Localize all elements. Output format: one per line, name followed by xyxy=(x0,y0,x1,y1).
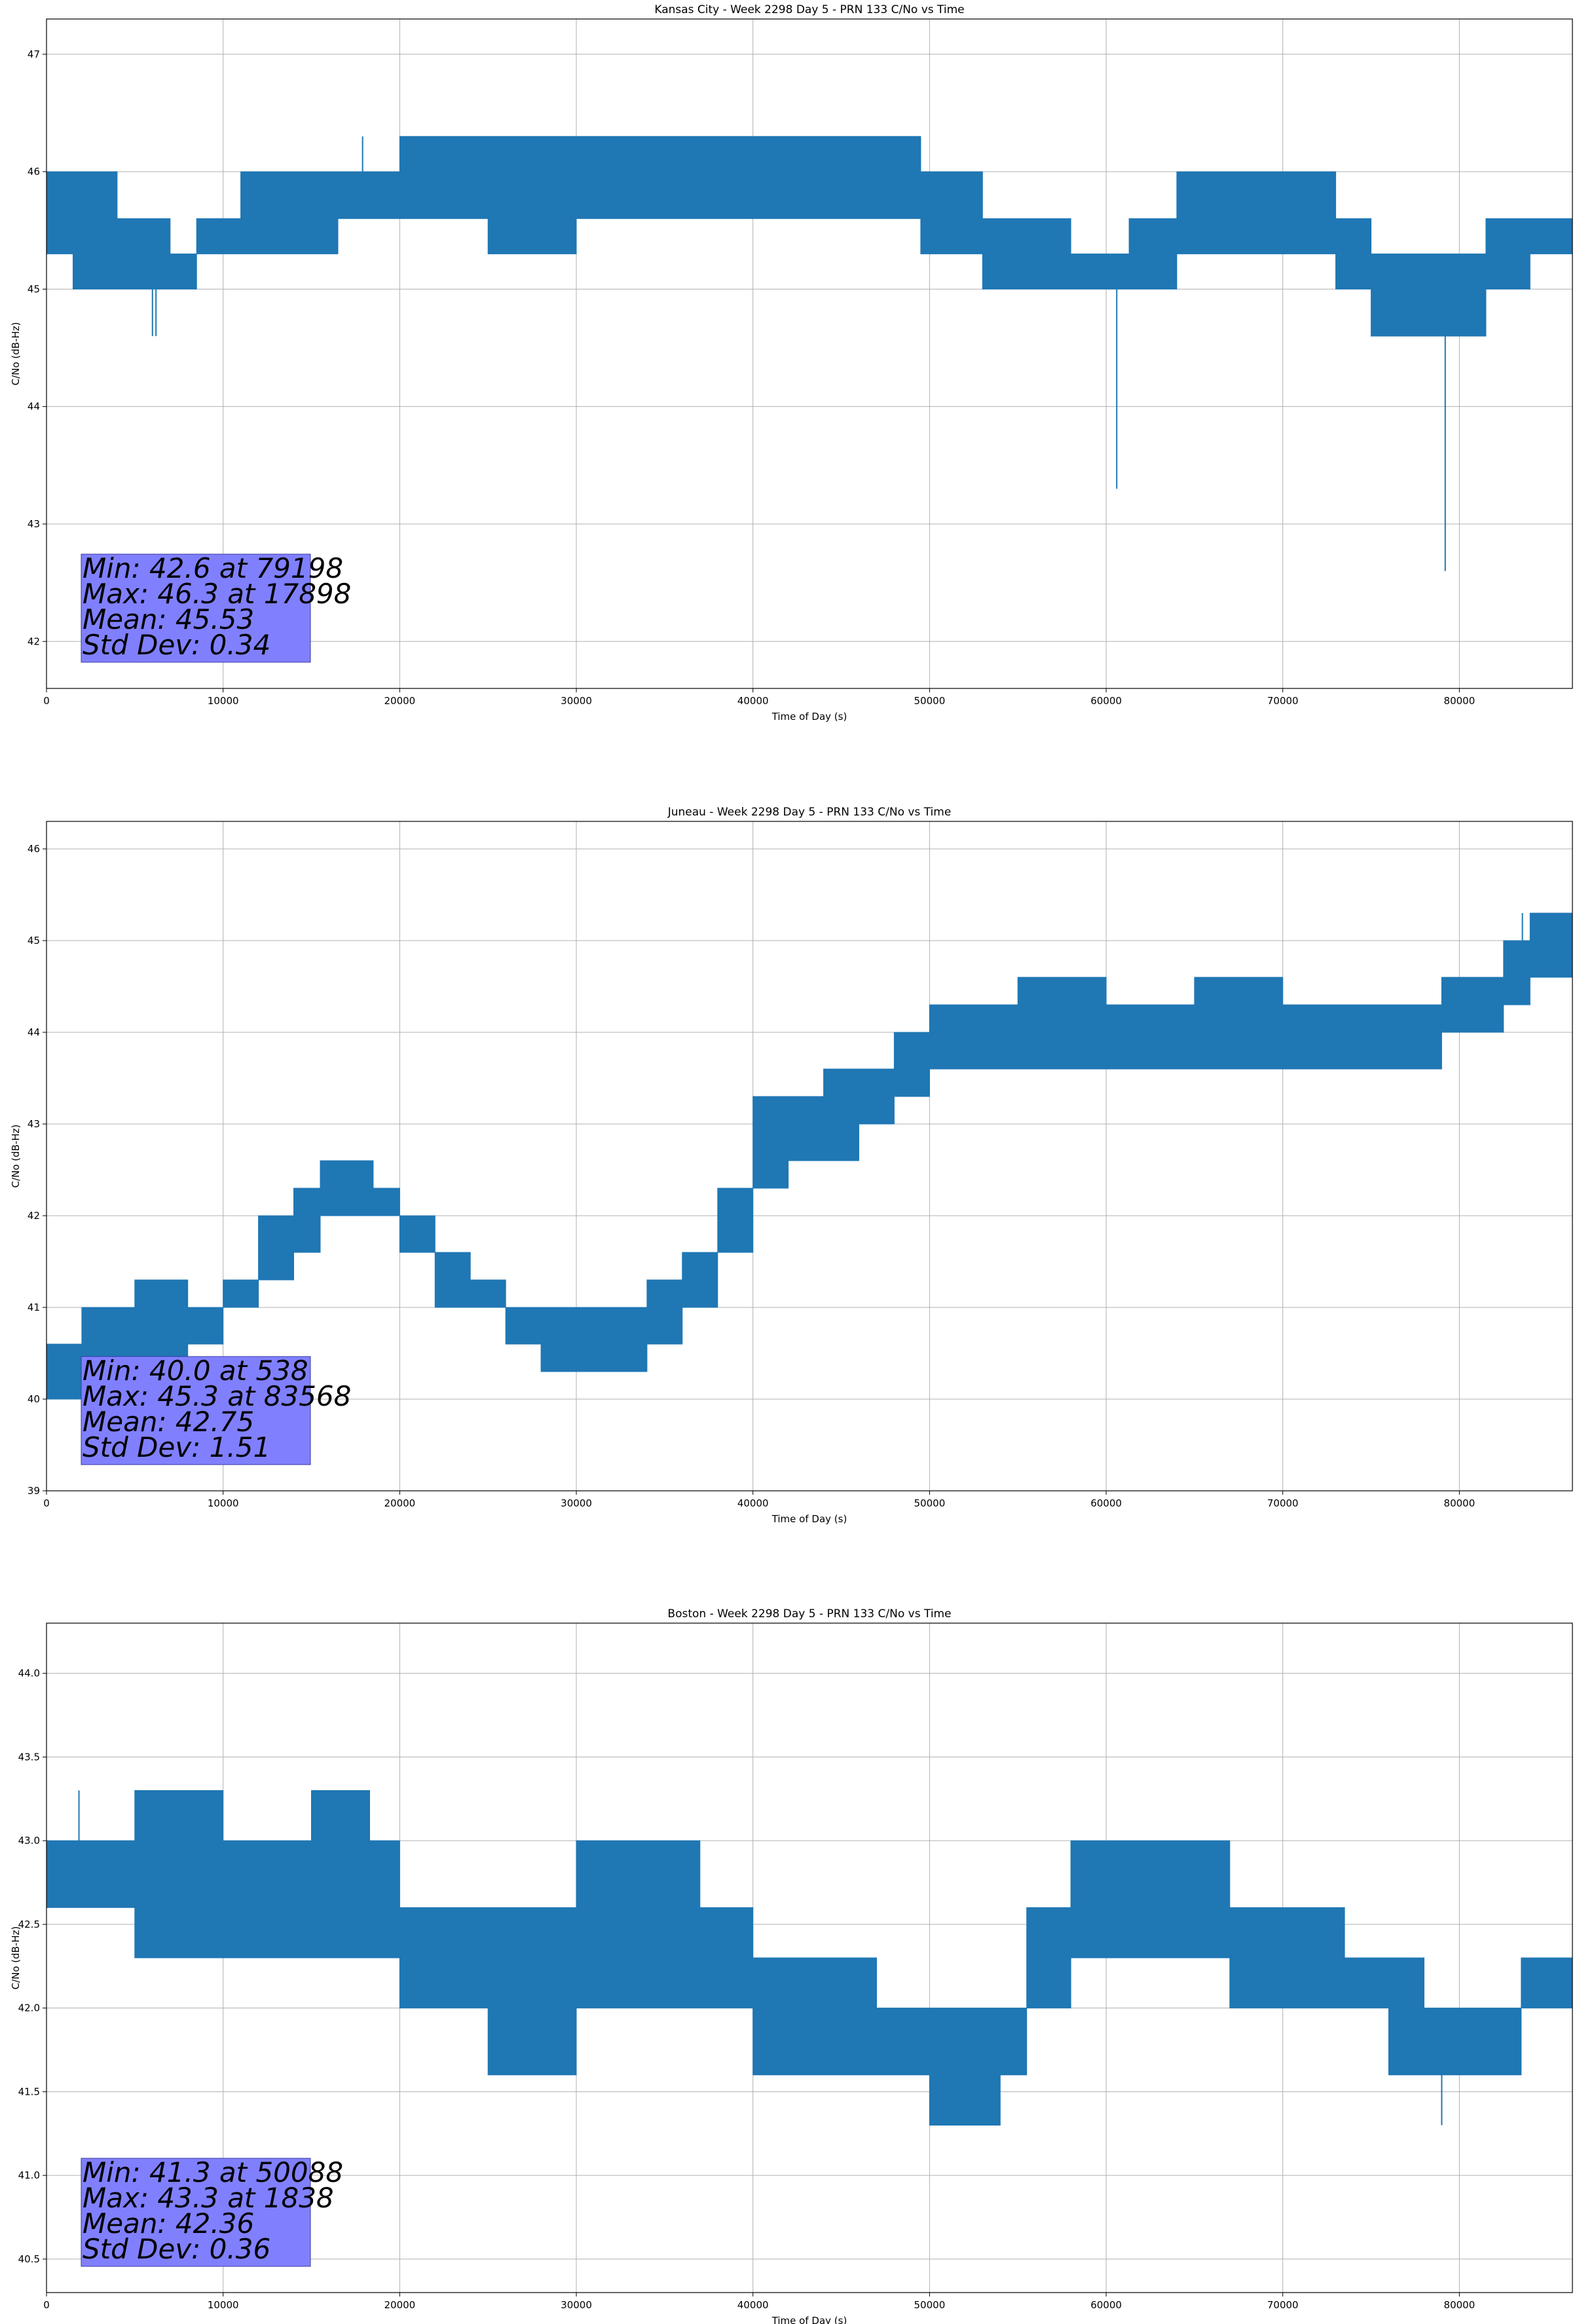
kansas-city-x-tick-label: 50000 xyxy=(914,695,946,707)
kansas-city-stats-line: Min: 42.6 at 79198 xyxy=(83,552,343,584)
kansas-city-y-tick-label: 45 xyxy=(28,283,40,295)
kansas-city-x-tick-label: 70000 xyxy=(1267,695,1299,707)
juneau-x-tick-label: 50000 xyxy=(914,1497,946,1509)
boston-y-axis-label: C/No (dB-Hz) xyxy=(10,1926,22,1990)
kansas-city-stats-line: Max: 46.3 at 17898 xyxy=(83,578,351,610)
boston-x-tick-label: 50000 xyxy=(914,2299,946,2311)
boston-x-tick-label: 20000 xyxy=(384,2299,415,2311)
boston-y-tick-label: 43.5 xyxy=(18,1751,40,1763)
kansas-city-y-tick-label: 43 xyxy=(28,518,40,530)
kansas-city-x-tick-label: 60000 xyxy=(1090,695,1122,707)
juneau-stats-line: Std Dev: 1.51 xyxy=(83,1431,270,1463)
boston-x-tick-label: 70000 xyxy=(1267,2299,1299,2311)
juneau-chart: 0 10000 20000 30000 40000 50000 60000 70000 8000… xyxy=(10,806,1573,1525)
boston-y-tick-label: 42.5 xyxy=(18,1919,40,1930)
juneau-x-axis-label: Time of Day (s) xyxy=(771,1513,847,1525)
juneau-x-tick-label: 10000 xyxy=(208,1497,239,1509)
boston-y-tick-label: 40.5 xyxy=(18,2253,40,2265)
juneau-y-tick-label: 41 xyxy=(28,1302,40,1313)
kansas-city-y-tick-label: 47 xyxy=(28,48,40,60)
boston-y-tick-label: 43.0 xyxy=(18,1835,40,1846)
juneau-x-tick-label: 40000 xyxy=(737,1497,769,1509)
boston-x-axis-label: Time of Day (s) xyxy=(771,2315,847,2324)
juneau-x-tick-label: 70000 xyxy=(1267,1497,1299,1509)
boston-x-tick-label: 40000 xyxy=(737,2299,769,2311)
kansas-city-y-tick-label: 46 xyxy=(28,166,40,178)
juneau-y-tick-label: 39 xyxy=(28,1485,40,1497)
juneau-y-tick-label: 44 xyxy=(28,1026,40,1038)
boston-chart: 0 10000 20000 30000 40000 50000 60000 70000 8000… xyxy=(10,1607,1573,2324)
kansas-city-chart: 0 10000 20000 30000 40000 50000 60000 70000 8000… xyxy=(10,3,1573,722)
boston-y-tick-label: 44.0 xyxy=(18,1668,40,1679)
kansas-city-chart-title: Kansas City - Week 2298 Day 5 - PRN 133 … xyxy=(654,3,964,16)
juneau-stats-box xyxy=(81,1356,311,1465)
boston-axes-frame xyxy=(46,1622,1573,2293)
boston-x-tick-label: 80000 xyxy=(1444,2299,1475,2311)
kansas-city-x-tick-label: 40000 xyxy=(737,695,769,707)
juneau-x-tick-label: 0 xyxy=(43,1497,50,1509)
boston-stats-box xyxy=(81,2158,311,2267)
kansas-city-y-tick-label: 44 xyxy=(28,401,40,413)
kansas-city-y-axis-label: C/No (dB-Hz) xyxy=(10,322,22,386)
juneau-axes-frame xyxy=(46,821,1573,1491)
juneau-stats-line: Mean: 42.75 xyxy=(83,1406,254,1438)
boston-x-tick-label: 10000 xyxy=(208,2299,239,2311)
kansas-city-x-tick-label: 0 xyxy=(43,695,50,707)
boston-y-tick-label: 41.5 xyxy=(18,2086,40,2097)
juneau-y-tick-label: 43 xyxy=(28,1118,40,1130)
juneau-stats-line: Max: 45.3 at 83568 xyxy=(83,1380,351,1412)
kansas-city-y-tick-label: 42 xyxy=(28,635,40,647)
boston-stats-line: Mean: 42.36 xyxy=(83,2207,254,2240)
juneau-y-tick-label: 42 xyxy=(28,1210,40,1222)
juneau-x-tick-label: 80000 xyxy=(1444,1497,1475,1509)
juneau-stats-line: Min: 40.0 at 538 xyxy=(83,1355,308,1387)
juneau-x-tick-label: 30000 xyxy=(561,1497,592,1509)
kansas-city-stats-box xyxy=(81,553,311,663)
boston-y-tick-label: 41.0 xyxy=(18,2169,40,2181)
boston-chart-title: Boston - Week 2298 Day 5 - PRN 133 C/No … xyxy=(667,1607,951,1621)
juneau-y-axis-label: C/No (dB-Hz) xyxy=(10,1125,22,1188)
boston-x-tick-label: 30000 xyxy=(561,2299,592,2311)
kansas-city-stats-line: Mean: 45.53 xyxy=(83,603,254,635)
kansas-city-x-tick-label: 10000 xyxy=(208,695,239,707)
boston-x-tick-label: 60000 xyxy=(1090,2299,1122,2311)
boston-stats-line: Std Dev: 0.36 xyxy=(83,2233,270,2265)
juneau-y-tick-label: 40 xyxy=(28,1393,40,1405)
kansas-city-x-tick-label: 30000 xyxy=(561,695,592,707)
boston-y-tick-label: 42.0 xyxy=(18,2002,40,2014)
kansas-city-axes-frame xyxy=(46,18,1573,689)
juneau-series-band xyxy=(46,912,1573,1400)
juneau-y-tick-label: 45 xyxy=(28,935,40,946)
juneau-chart-title: Juneau - Week 2298 Day 5 - PRN 133 C/No … xyxy=(667,806,952,819)
boston-x-tick-label: 0 xyxy=(43,2299,50,2311)
kansas-city-x-axis-label: Time of Day (s) xyxy=(771,711,847,722)
juneau-x-tick-label: 60000 xyxy=(1090,1497,1122,1509)
juneau-x-tick-label: 20000 xyxy=(384,1497,415,1509)
kansas-city-stats-line: Std Dev: 0.34 xyxy=(83,629,270,661)
boston-stats-line: Max: 43.3 at 1838 xyxy=(83,2182,334,2214)
juneau-y-tick-label: 46 xyxy=(28,843,40,855)
kansas-city-x-tick-label: 80000 xyxy=(1444,695,1475,707)
boston-stats-line: Min: 41.3 at 50088 xyxy=(83,2156,343,2188)
kansas-city-x-tick-label: 20000 xyxy=(384,695,415,707)
